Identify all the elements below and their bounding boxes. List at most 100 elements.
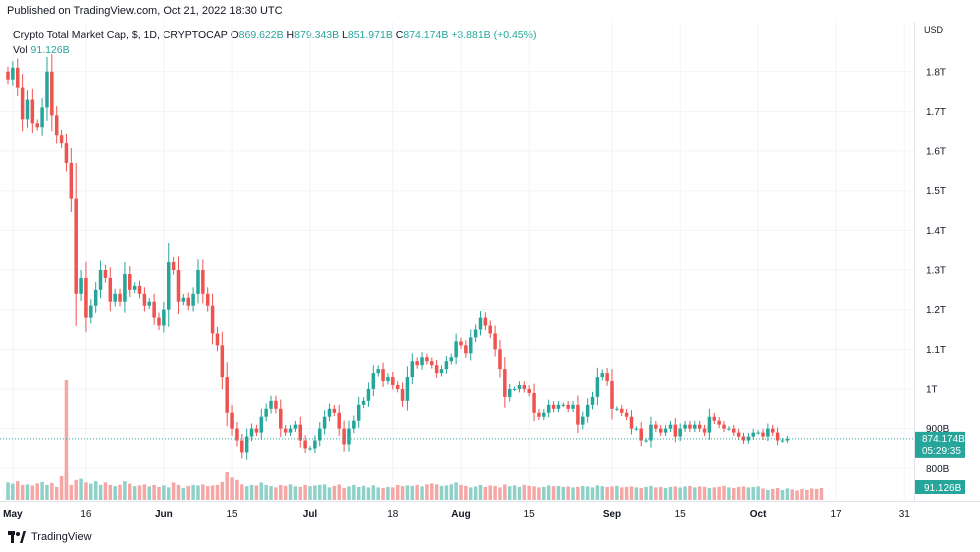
date-tick-label: 15: [524, 509, 536, 520]
date-tick-label: 31: [899, 509, 911, 520]
time-axis[interactable]: May 16 Jun 15 Jul 18 Aug 15 Sep 15 Oct 17 31: [0, 501, 980, 521]
candle-body: [415, 361, 419, 366]
candle-body: [751, 432, 756, 437]
volume-bar: [303, 484, 307, 500]
volume-bar: [498, 487, 502, 500]
volume-bar: [537, 487, 541, 500]
volume-bar: [332, 485, 337, 500]
candle-body: [205, 293, 210, 306]
candle-body: [59, 135, 64, 144]
candle-body: [108, 277, 113, 302]
candle-body: [356, 404, 361, 421]
candlesticks: [6, 54, 790, 460]
candle-body: [395, 385, 400, 389]
volume-bar: [395, 484, 400, 500]
volume-bar: [59, 476, 64, 500]
volume-bar: [69, 484, 74, 500]
candle-body: [741, 436, 746, 441]
candle-body: [600, 373, 605, 378]
price-tick-label: 1T: [926, 384, 938, 395]
candle-body: [542, 412, 546, 417]
volume-bar: [454, 482, 458, 500]
volume-bar: [615, 485, 619, 500]
volume-bar: [205, 486, 210, 500]
volume-bar: [157, 486, 161, 500]
legend-open-label: O: [230, 29, 239, 41]
last-volume-value: 91.126B: [924, 483, 962, 494]
volume-bar: [736, 486, 741, 500]
volume-bar: [517, 486, 522, 500]
volume-bar: [391, 487, 395, 500]
volume-bar: [561, 486, 566, 500]
volume-bar: [439, 485, 444, 500]
volume-bar: [415, 484, 419, 500]
candle-body: [654, 424, 658, 429]
volume-bar: [605, 486, 609, 500]
volume-bar: [15, 481, 20, 500]
volume-bar: [741, 486, 746, 500]
candle-body: [507, 388, 512, 397]
legend-vol-label[interactable]: Vol: [13, 44, 28, 56]
candle-body: [732, 428, 736, 433]
legend-vol-value: 91.126B: [30, 44, 70, 56]
volume-bar: [770, 488, 775, 500]
candle-body: [288, 428, 293, 433]
last-price-value: 874.174B: [922, 434, 965, 445]
volume-bar: [308, 486, 312, 500]
candle-body: [240, 440, 244, 453]
chart-legend: Crypto Total Market Cap, $, 1D, CRYPTOCA…: [13, 28, 536, 58]
volume-bars: [6, 380, 824, 500]
volume-bar: [542, 486, 546, 500]
candle-body: [40, 107, 44, 128]
legend-low-label: L: [342, 29, 348, 41]
candle-body: [444, 361, 449, 370]
candle-body: [585, 404, 590, 417]
volume-bar: [507, 486, 512, 500]
volume-bar: [317, 484, 322, 500]
date-tick-label: 17: [831, 509, 843, 520]
volume-bar: [220, 481, 225, 500]
candle-body: [113, 293, 117, 302]
candle-body: [707, 416, 712, 433]
candle-body: [274, 400, 278, 409]
candle-body: [123, 273, 127, 302]
candle-body: [118, 293, 122, 302]
volume-bar: [717, 486, 721, 500]
volume-bar-spike: [64, 380, 69, 500]
candle-body: [688, 424, 692, 429]
currency-label[interactable]: USD: [924, 25, 944, 35]
volume-bar: [240, 484, 244, 500]
volume-bar: [400, 486, 405, 500]
legend-symbol[interactable]: Crypto Total Market Cap, $, 1D, CRYPTOCA…: [13, 29, 228, 41]
candle-body: [84, 277, 88, 318]
volume-bar: [483, 486, 488, 500]
price-tick-label: 800B: [926, 464, 950, 475]
candle-body: [157, 317, 161, 326]
volume-bar: [814, 488, 819, 500]
candle-body: [595, 377, 600, 397]
volume-bar: [795, 490, 799, 500]
volume-bar: [84, 482, 88, 500]
volume-bar: [352, 484, 356, 500]
volume-bar: [152, 484, 156, 500]
candle-body: [722, 424, 726, 429]
candle-body: [79, 277, 83, 294]
candle-body: [712, 416, 717, 421]
volume-bar: [337, 484, 341, 500]
date-tick-label: 15: [227, 509, 239, 520]
volume-bar: [493, 485, 497, 500]
footer-brand[interactable]: TradingView: [31, 531, 92, 543]
volume-bar: [722, 485, 726, 500]
volume-bar: [210, 485, 215, 500]
volume-bar: [756, 486, 760, 500]
volume-bar: [356, 486, 361, 500]
candle-body: [683, 424, 687, 429]
chart-grid: [0, 22, 914, 500]
candle-body: [532, 392, 536, 413]
price-axis[interactable]: 800B 900B 1T 1.1T 1.2T 1.3T 1.4T 1.5T 1.6T 1.7T 1.…: [914, 22, 950, 502]
legend-high-value: 879.343B: [294, 29, 340, 41]
candle-body: [517, 385, 522, 389]
candle-body: [69, 162, 74, 199]
candle-body: [400, 388, 405, 401]
